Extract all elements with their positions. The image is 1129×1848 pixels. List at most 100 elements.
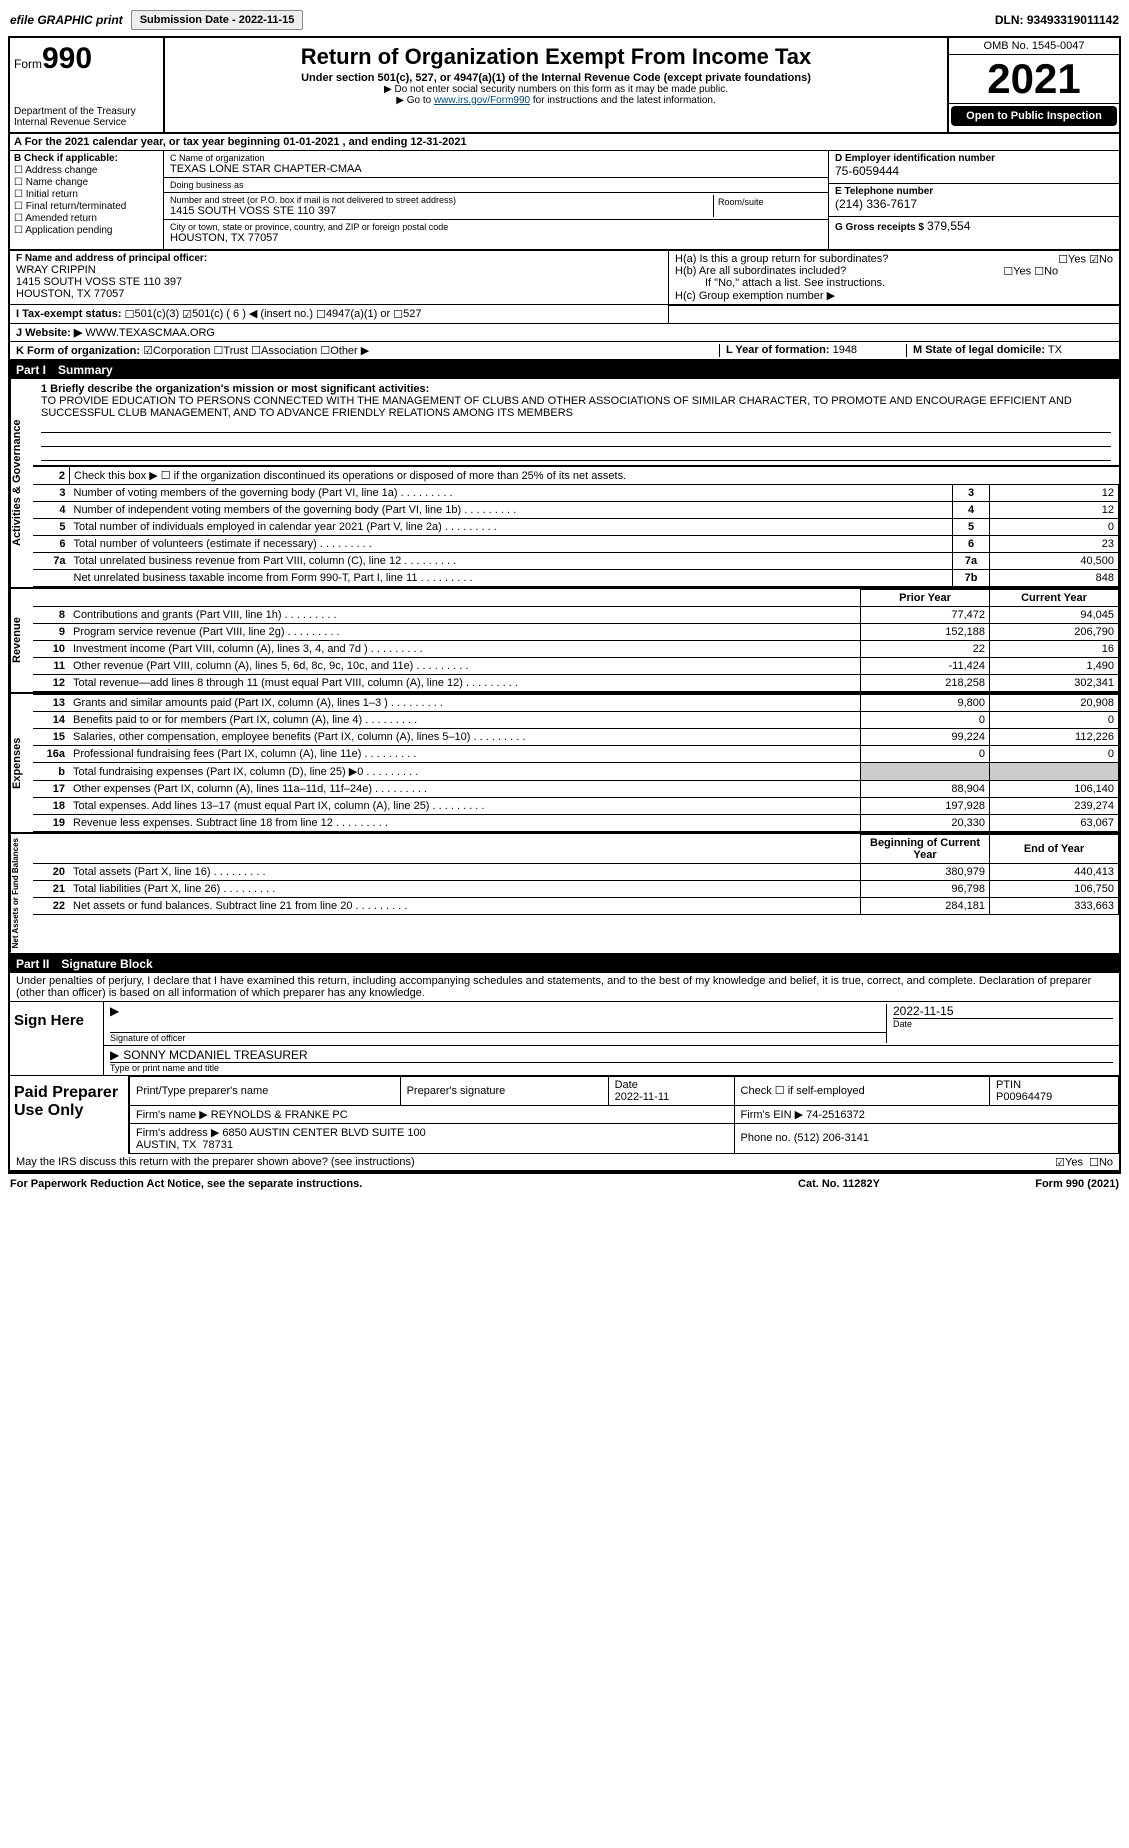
city-value: HOUSTON, TX 77057: [170, 232, 822, 244]
ha-no[interactable]: [1089, 253, 1099, 266]
dln-label: DLN: 93493319011142: [995, 13, 1119, 27]
officer-addr2: HOUSTON, TX 77057: [16, 288, 662, 300]
opt-corp: Corporation: [153, 345, 210, 357]
sig-officer-label: Signature of officer: [110, 1032, 886, 1043]
mission-text: TO PROVIDE EDUCATION TO PERSONS CONNECTE…: [41, 395, 1072, 419]
ptin-value: P00964479: [996, 1091, 1052, 1103]
prep-date-hdr: Date: [615, 1079, 638, 1091]
box-h: H(a) Is this a group return for subordin…: [669, 251, 1119, 304]
row-j: J Website: ▶ WWW.TEXASCMAA.ORG: [10, 324, 1119, 342]
hb-yes[interactable]: [1003, 265, 1013, 278]
top-bar: efile GRAPHIC print Submission Date - 20…: [8, 8, 1121, 32]
footer-right: Form 990 (2021): [919, 1178, 1119, 1190]
sidelabel-revenue: Revenue: [10, 589, 33, 692]
opt-assoc: Association: [261, 345, 317, 357]
discuss-row: May the IRS discuss this return with the…: [10, 1154, 1119, 1172]
mission-prompt: 1 Briefly describe the organization's mi…: [41, 383, 429, 395]
sig-date: 2022-11-15: [893, 1004, 954, 1018]
box-d: D Employer identification number 75-6059…: [828, 151, 1119, 249]
preparer-table: Print/Type preparer's name Preparer's si…: [129, 1076, 1119, 1154]
paid-title: Paid Preparer Use Only: [10, 1076, 129, 1154]
paid-preparer-block: Paid Preparer Use Only Print/Type prepar…: [10, 1075, 1119, 1154]
sidelabel-governance: Activities & Governance: [10, 379, 33, 587]
form-title-box: Return of Organization Exempt From Incom…: [165, 38, 947, 132]
chk-address-change[interactable]: Address change: [14, 165, 159, 176]
hb-no[interactable]: [1034, 265, 1044, 278]
form-number: 990: [42, 42, 92, 75]
box-b-header: B Check if applicable:: [14, 153, 118, 164]
prep-selfemp[interactable]: Check ☐ if self-employed: [734, 1076, 989, 1105]
chk-501c[interactable]: [182, 308, 192, 321]
mission-block: 1 Briefly describe the organization's mi…: [33, 379, 1119, 466]
open-inspection-badge: Open to Public Inspection: [951, 106, 1117, 126]
gross-label: G Gross receipts $: [835, 222, 924, 233]
opt-other: Other ▶: [330, 345, 369, 357]
sig-name-label: Type or print name and title: [110, 1062, 1113, 1073]
chk-trust[interactable]: [214, 344, 224, 357]
officer-addr1: 1415 SOUTH VOSS STE 110 397: [16, 276, 662, 288]
ssn-note: ▶ Do not enter social security numbers o…: [171, 84, 941, 95]
chk-501c3[interactable]: [125, 308, 135, 321]
page-footer: For Paperwork Reduction Act Notice, see …: [8, 1174, 1121, 1194]
opt-4947: 4947(a)(1) or: [326, 308, 390, 320]
revenue-table: Prior YearCurrent Year 8Contributions an…: [33, 589, 1119, 692]
form-subtitle: Under section 501(c), 527, or 4947(a)(1)…: [171, 72, 941, 84]
sig-date-label: Date: [893, 1018, 1113, 1029]
firm-ein-label: Firm's EIN ▶: [741, 1109, 804, 1121]
state-domicile-label: M State of legal domicile:: [913, 344, 1045, 356]
chk-name-change[interactable]: Name change: [14, 177, 159, 188]
tax-year: 2021: [949, 55, 1119, 104]
sidelabel-expenses: Expenses: [10, 694, 33, 832]
chk-corp[interactable]: [143, 344, 153, 357]
sign-here-block: Sign Here Signature of officer 2022-11-1…: [10, 1002, 1119, 1075]
expense-table: 13Grants and similar amounts paid (Part …: [33, 694, 1119, 832]
prep-name-hdr: Print/Type preparer's name: [130, 1076, 401, 1105]
org-name-label: C Name of organization: [170, 153, 822, 163]
ha-yes[interactable]: [1058, 253, 1068, 266]
ein-value: 75-6059444: [835, 164, 1113, 178]
chk-4947[interactable]: [316, 308, 326, 321]
chk-527[interactable]: [393, 308, 403, 321]
efile-label: efile GRAPHIC print: [10, 13, 123, 27]
form-org-label: K Form of organization:: [16, 345, 140, 357]
row-i: I Tax-exempt status: 501(c)(3) 501(c) ( …: [10, 305, 669, 323]
box-c: C Name of organization TEXAS LONE STAR C…: [164, 151, 828, 249]
opt-527: 527: [403, 308, 421, 320]
yes-label2: Yes: [1013, 265, 1031, 277]
no-label2: No: [1044, 265, 1058, 277]
sidelabel-net: Net Assets or Fund Balances: [10, 834, 33, 952]
row-klm: K Form of organization: Corporation Trus…: [10, 342, 1119, 362]
goto-note: ▶ Go to www.irs.gov/Form990 for instruct…: [171, 95, 941, 106]
part2-header: Part II Signature Block: [10, 955, 1119, 973]
part1-title: Summary: [58, 363, 113, 377]
no-label: No: [1099, 253, 1113, 265]
year-formation-label: L Year of formation:: [726, 344, 830, 356]
website-label: J Website: ▶: [16, 327, 82, 339]
end-year-hdr: End of Year: [990, 835, 1119, 864]
box-f: F Name and address of principal officer:…: [10, 251, 669, 304]
chk-application-pending[interactable]: Application pending: [14, 225, 159, 236]
ha-label: H(a) Is this a group return for subordin…: [675, 253, 888, 265]
chk-initial-return[interactable]: Initial return: [14, 189, 159, 200]
opt-501c3: 501(c)(3): [135, 308, 180, 320]
year-formation-value: 1948: [833, 344, 857, 356]
chk-amended[interactable]: Amended return: [14, 213, 159, 224]
hb-label: H(b) Are all subordinates included?: [675, 265, 846, 277]
state-domicile-value: TX: [1048, 344, 1062, 356]
chk-assoc[interactable]: [251, 344, 261, 357]
firm-name-label: Firm's name ▶: [136, 1109, 208, 1121]
chk-final-return[interactable]: Final return/terminated: [14, 201, 159, 212]
discuss-label: May the IRS discuss this return with the…: [16, 1156, 415, 1168]
tel-value: (214) 336-7617: [835, 197, 1113, 211]
chk-other[interactable]: [320, 344, 330, 357]
hb-note: If "No," attach a list. See instructions…: [675, 277, 1113, 289]
discuss-yes[interactable]: [1055, 1156, 1065, 1169]
discuss-no[interactable]: [1089, 1156, 1099, 1169]
street-label: Number and street (or P.O. box if mail i…: [170, 195, 709, 205]
part2-title: Signature Block: [61, 957, 152, 971]
irs-link[interactable]: www.irs.gov/Form990: [434, 95, 530, 106]
submission-date-button[interactable]: Submission Date - 2022-11-15: [131, 10, 304, 30]
box-b: B Check if applicable: Address change Na…: [10, 151, 164, 249]
row-hc-ext: [669, 305, 1119, 323]
year-box: OMB No. 1545-0047 2021 Open to Public In…: [947, 38, 1119, 132]
